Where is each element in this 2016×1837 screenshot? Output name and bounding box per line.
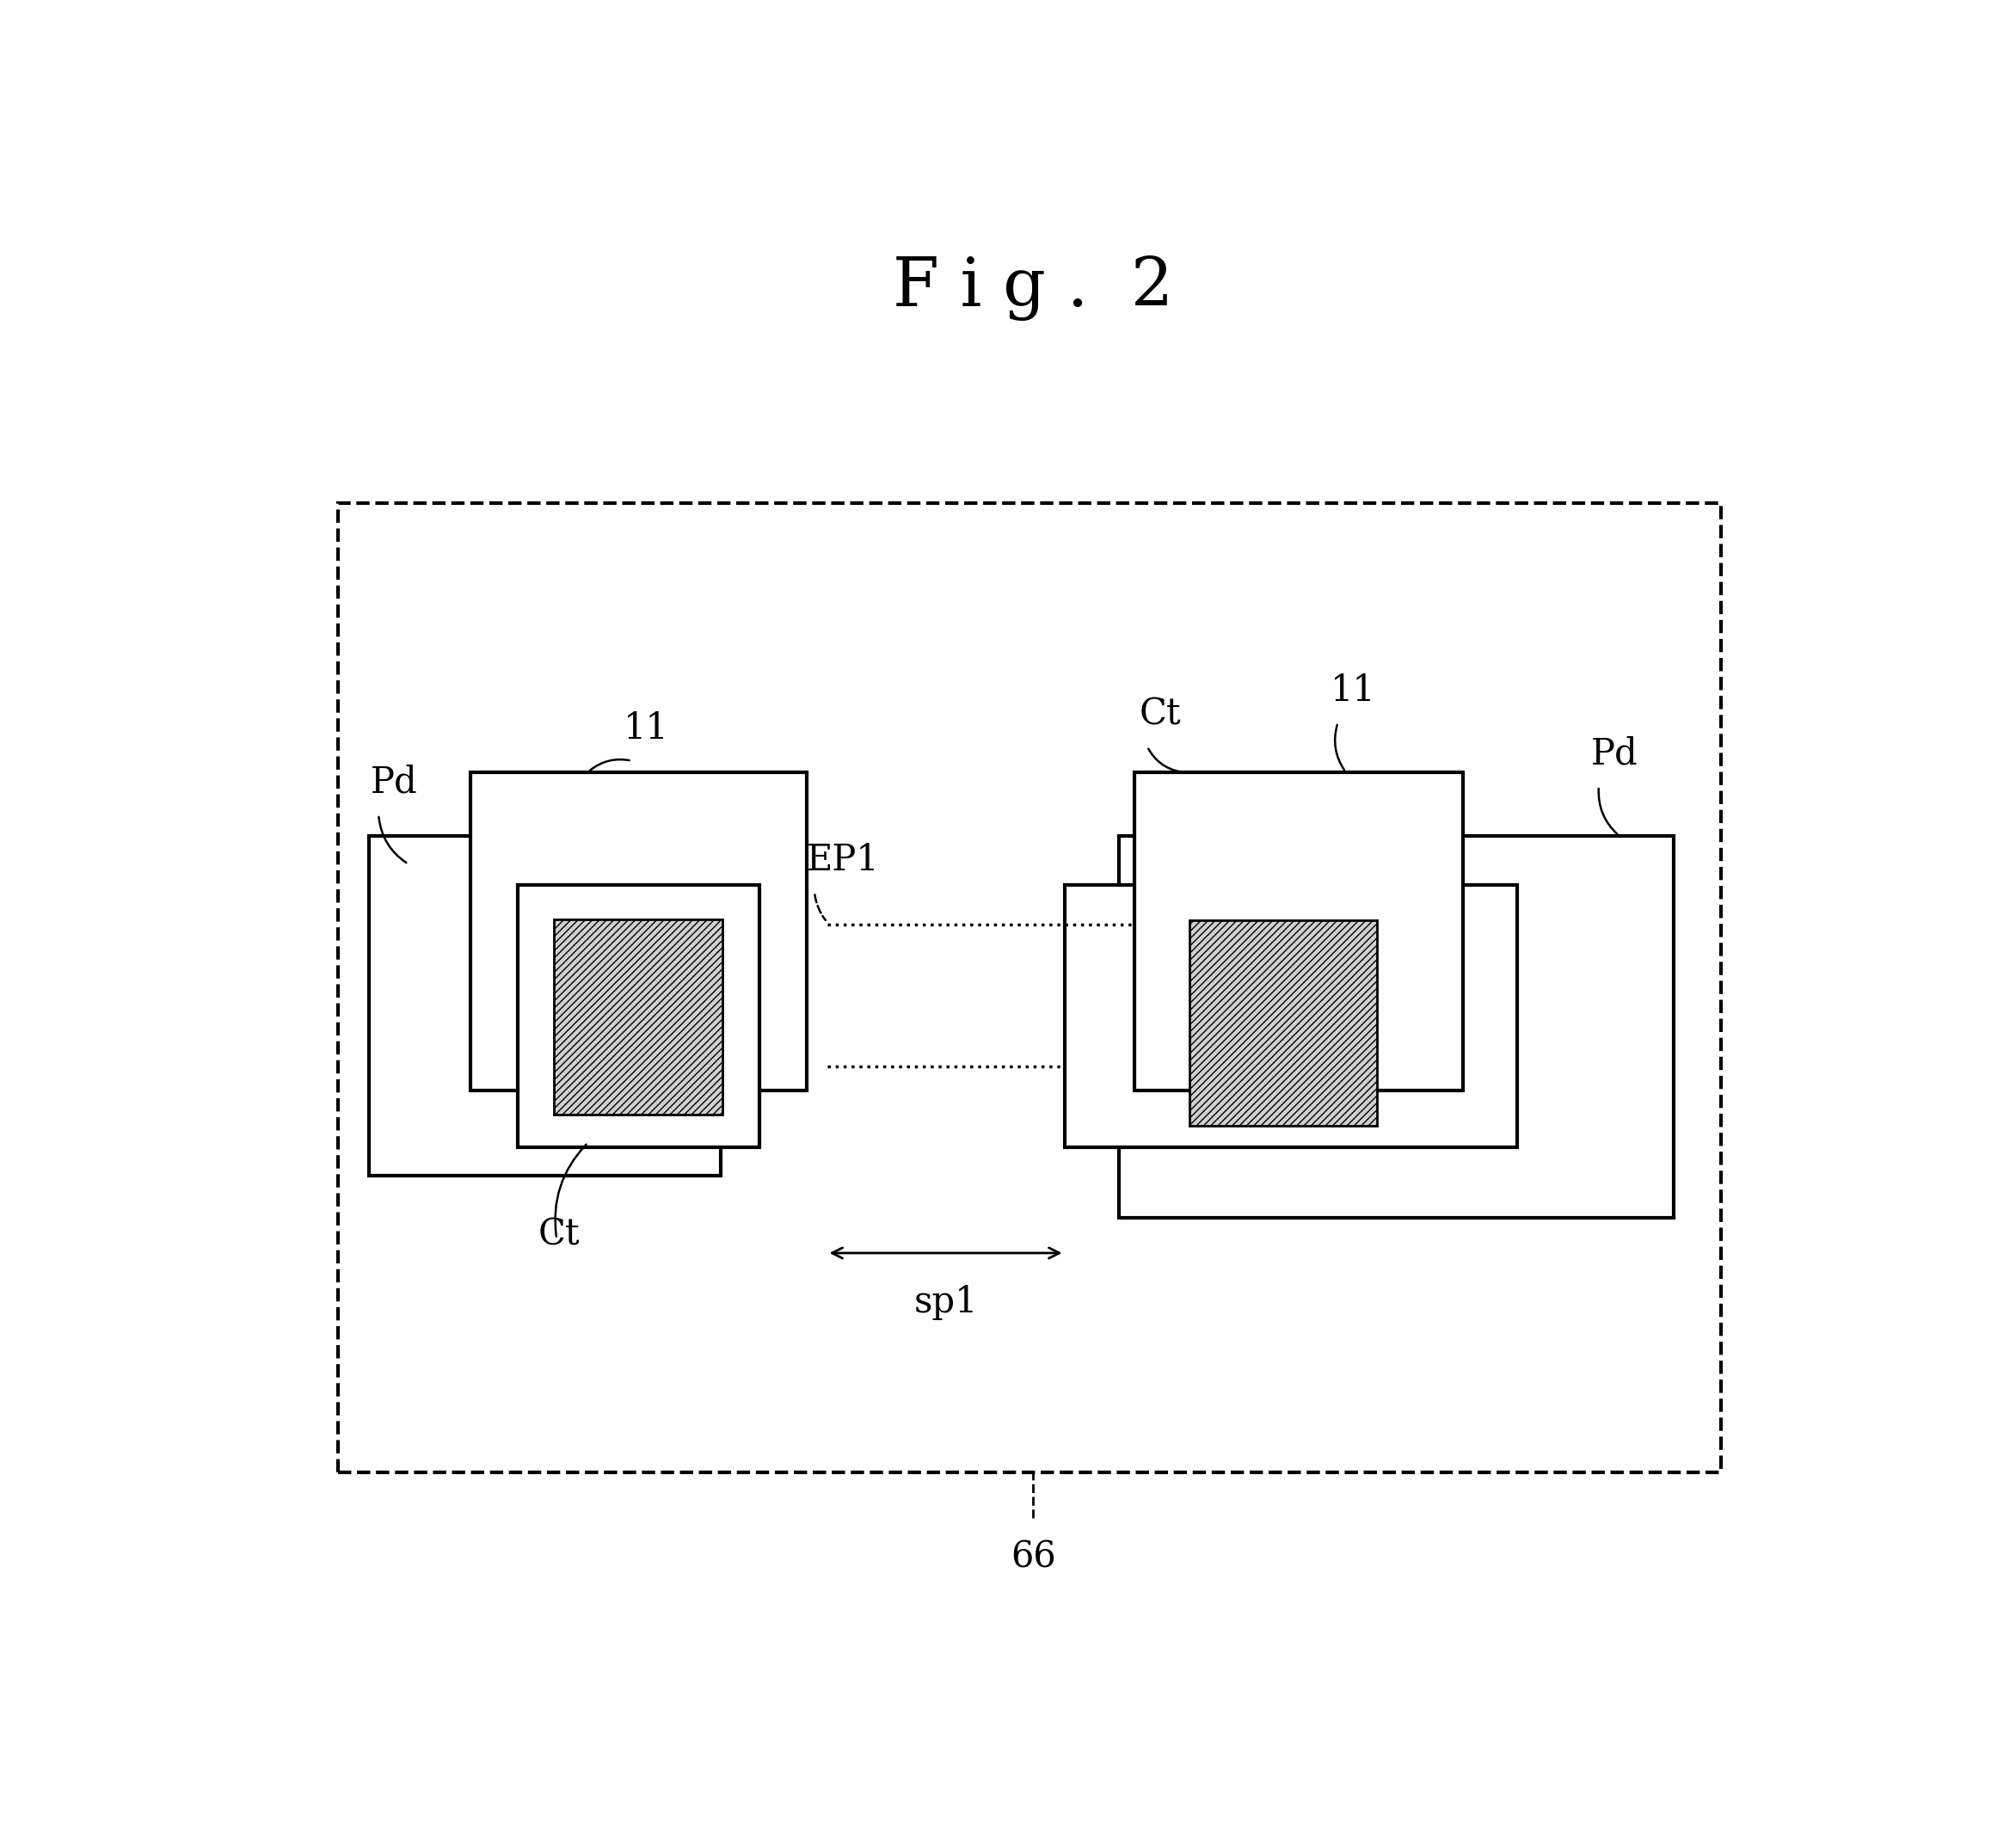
Text: Ct: Ct bbox=[1139, 696, 1181, 733]
Bar bbox=[518, 885, 760, 1146]
Bar bbox=[1119, 836, 1673, 1218]
Text: 66: 66 bbox=[1010, 1539, 1056, 1574]
Bar bbox=[1189, 920, 1377, 1126]
Text: sp1: sp1 bbox=[913, 1284, 978, 1321]
Bar bbox=[472, 772, 806, 1091]
Text: Pd: Pd bbox=[1591, 737, 1639, 772]
Bar bbox=[339, 503, 1722, 1471]
Text: EP1: EP1 bbox=[806, 841, 879, 878]
Bar bbox=[369, 836, 722, 1176]
Text: 11: 11 bbox=[623, 711, 669, 746]
Bar bbox=[1064, 885, 1518, 1146]
Bar bbox=[554, 918, 722, 1115]
Bar bbox=[1135, 772, 1464, 1091]
Text: Pd: Pd bbox=[371, 764, 417, 801]
Text: F i g .  2: F i g . 2 bbox=[893, 255, 1173, 321]
Text: 11: 11 bbox=[1331, 672, 1375, 709]
Text: Ct: Ct bbox=[538, 1216, 581, 1253]
